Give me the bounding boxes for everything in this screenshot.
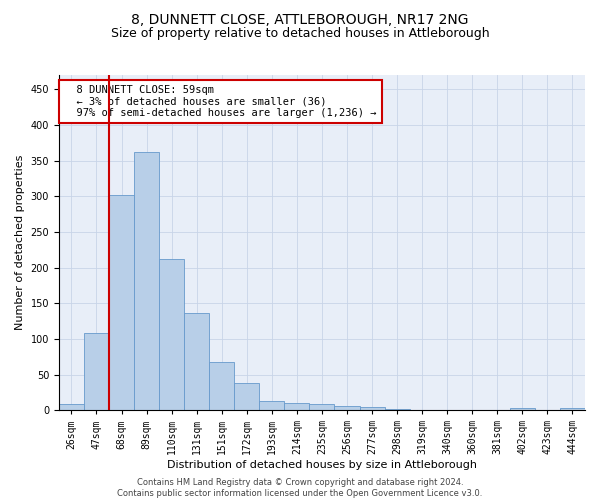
Bar bbox=[159, 259, 184, 410]
Bar bbox=[284, 403, 310, 410]
Text: Contains HM Land Registry data © Crown copyright and database right 2024.
Contai: Contains HM Land Registry data © Crown c… bbox=[118, 478, 482, 498]
Bar bbox=[334, 406, 359, 410]
Bar bbox=[184, 313, 209, 410]
Bar bbox=[109, 195, 134, 410]
Bar bbox=[234, 383, 259, 410]
Text: 8 DUNNETT CLOSE: 59sqm
  ← 3% of detached houses are smaller (36)
  97% of semi-: 8 DUNNETT CLOSE: 59sqm ← 3% of detached … bbox=[64, 85, 377, 118]
Bar bbox=[84, 333, 109, 410]
Text: 8, DUNNETT CLOSE, ATTLEBOROUGH, NR17 2NG: 8, DUNNETT CLOSE, ATTLEBOROUGH, NR17 2NG bbox=[131, 12, 469, 26]
Bar bbox=[385, 408, 410, 410]
Bar bbox=[510, 408, 535, 410]
Bar bbox=[310, 404, 334, 410]
Text: Size of property relative to detached houses in Attleborough: Size of property relative to detached ho… bbox=[110, 28, 490, 40]
Y-axis label: Number of detached properties: Number of detached properties bbox=[15, 155, 25, 330]
Bar bbox=[560, 408, 585, 410]
Bar bbox=[59, 404, 84, 410]
Bar bbox=[259, 401, 284, 410]
Bar bbox=[134, 152, 159, 410]
Bar bbox=[209, 362, 234, 410]
X-axis label: Distribution of detached houses by size in Attleborough: Distribution of detached houses by size … bbox=[167, 460, 477, 470]
Bar bbox=[359, 408, 385, 410]
